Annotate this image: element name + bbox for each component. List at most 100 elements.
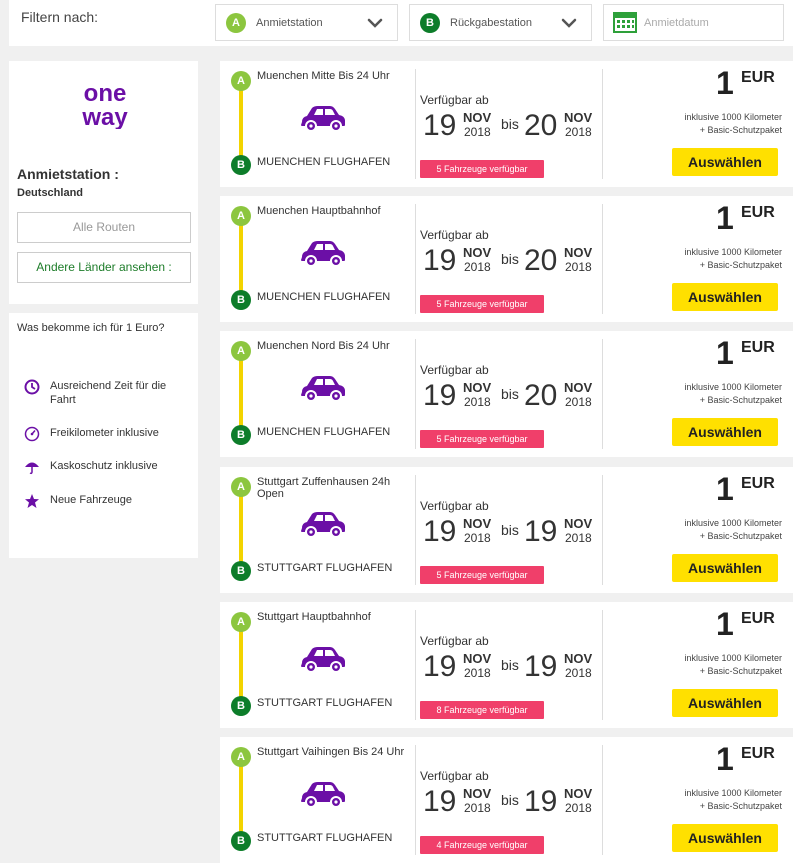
pickup-station-heading: Anmietstation : xyxy=(17,166,119,182)
end-day: 19 xyxy=(524,785,558,818)
feature-item: Kaskoschutz inklusive xyxy=(24,459,184,475)
route-line xyxy=(239,761,243,835)
offer-card: A B Muenchen Mitte Bis 24 Uhr MUENCHEN F… xyxy=(220,61,793,187)
feature-text: Kaskoschutz inklusive xyxy=(50,460,158,472)
start-year: 2018 xyxy=(464,125,491,139)
end-year: 2018 xyxy=(565,395,592,409)
pickup-marker: A xyxy=(231,747,251,767)
pickup-marker: A xyxy=(231,206,251,226)
inclusion-protection: + Basic-Schutzpaket xyxy=(699,801,782,811)
car-icon xyxy=(301,782,345,808)
return-marker: B xyxy=(231,561,251,581)
car-icon xyxy=(301,647,345,673)
end-day: 20 xyxy=(524,244,558,277)
price-currency: EUR xyxy=(741,610,775,627)
end-year: 2018 xyxy=(565,666,592,680)
select-offer-button[interactable]: Auswählen xyxy=(672,554,778,582)
route-line xyxy=(239,220,243,294)
all-routes-button[interactable]: Alle Routen xyxy=(17,212,191,243)
until-label: bis xyxy=(501,657,519,673)
pickup-station-select[interactable]: A Anmietstation xyxy=(215,4,398,41)
divider xyxy=(602,204,603,314)
start-day: 19 xyxy=(423,379,457,412)
price-amount: 1 xyxy=(716,65,734,101)
price-amount: 1 xyxy=(716,335,734,371)
pickup-station-name: Stuttgart Zuffenhausen 24h Open xyxy=(257,476,391,500)
end-year: 2018 xyxy=(565,801,592,815)
start-month: NOV xyxy=(463,651,492,666)
start-month: NOV xyxy=(463,516,492,531)
price-amount: 1 xyxy=(716,200,734,236)
end-year: 2018 xyxy=(565,260,592,274)
until-label: bis xyxy=(501,792,519,808)
select-offer-button[interactable]: Auswählen xyxy=(672,418,778,446)
end-month: NOV xyxy=(564,651,593,666)
offer-card: A B Muenchen Nord Bis 24 Uhr MUENCHEN FL… xyxy=(220,331,793,457)
price-inclusions: inklusive 1000 Kilometer + Basic-Schutzp… xyxy=(612,517,782,543)
inclusion-protection: + Basic-Schutzpaket xyxy=(699,395,782,405)
oneway-logo: one way xyxy=(81,80,128,129)
start-month: NOV xyxy=(463,110,492,125)
start-year: 2018 xyxy=(464,801,491,815)
inclusion-protection: + Basic-Schutzpaket xyxy=(699,260,782,270)
select-offer-button[interactable]: Auswählen xyxy=(672,689,778,717)
available-from-label: Verfügbar ab xyxy=(420,499,489,513)
end-month: NOV xyxy=(564,516,593,531)
end-year: 2018 xyxy=(565,125,592,139)
divider xyxy=(602,745,603,855)
vehicles-available-badge: 5 Fahrzeuge verfügbar xyxy=(420,160,544,178)
pickup-marker: A xyxy=(231,341,251,361)
car-icon xyxy=(301,376,345,402)
return-station-select[interactable]: B Rückgabestation xyxy=(409,4,592,41)
benefits-title: Was bekomme ich für 1 Euro? xyxy=(17,322,165,334)
start-month: NOV xyxy=(463,380,492,395)
price-currency: EUR xyxy=(741,69,775,86)
pickup-station-name: Muenchen Nord Bis 24 Uhr xyxy=(257,340,390,352)
return-station-name: STUTTGART FLUGHAFEN xyxy=(257,562,393,574)
price-amount: 1 xyxy=(716,606,734,642)
inclusion-km: inklusive 1000 Kilometer xyxy=(684,382,782,392)
inclusion-km: inklusive 1000 Kilometer xyxy=(684,518,782,528)
calendar-icon xyxy=(613,12,637,33)
feature-item: Neue Fahrzeuge xyxy=(24,493,184,508)
pickup-station-name: Muenchen Mitte Bis 24 Uhr xyxy=(257,70,390,82)
station-b-badge: B xyxy=(420,13,440,33)
select-offer-button[interactable]: Auswählen xyxy=(672,283,778,311)
umbrella-icon xyxy=(25,462,39,475)
return-marker: B xyxy=(231,290,251,310)
price-amount: 1 xyxy=(716,471,734,507)
end-month: NOV xyxy=(564,110,593,125)
divider xyxy=(415,745,416,855)
divider xyxy=(602,475,603,585)
rental-date-input[interactable]: Anmietdatum xyxy=(603,4,784,41)
end-day: 20 xyxy=(524,109,558,142)
other-countries-button[interactable]: Andere Länder ansehen : xyxy=(17,252,191,283)
select-offer-button[interactable]: Auswählen xyxy=(672,824,778,852)
price-currency: EUR xyxy=(741,745,775,762)
start-day: 19 xyxy=(423,515,457,548)
pickup-marker: A xyxy=(231,71,251,91)
price-inclusions: inklusive 1000 Kilometer + Basic-Schutzp… xyxy=(612,652,782,678)
price-amount: 1 xyxy=(716,741,734,777)
start-day: 19 xyxy=(423,650,457,683)
offer-card: A B Muenchen Hauptbahnhof MUENCHEN FLUGH… xyxy=(220,196,793,322)
price-currency: EUR xyxy=(741,204,775,221)
feature-item: Ausreichend Zeit für die Fahrt xyxy=(24,379,184,407)
vehicles-available-badge: 4 Fahrzeuge verfügbar xyxy=(420,836,544,854)
inclusion-km: inklusive 1000 Kilometer xyxy=(684,112,782,122)
return-station-name: STUTTGART FLUGHAFEN xyxy=(257,697,393,709)
end-month: NOV xyxy=(564,380,593,395)
until-label: bis xyxy=(501,251,519,267)
divider xyxy=(415,475,416,585)
feature-item: Freikilometer inklusive xyxy=(24,426,184,442)
return-station-name: MUENCHEN FLUGHAFEN xyxy=(257,426,391,438)
svg-text:one: one xyxy=(84,80,127,107)
select-offer-button[interactable]: Auswählen xyxy=(672,148,778,176)
rental-date-placeholder: Anmietdatum xyxy=(644,17,709,29)
until-label: bis xyxy=(501,116,519,132)
price-inclusions: inklusive 1000 Kilometer + Basic-Schutzp… xyxy=(612,246,782,272)
price-inclusions: inklusive 1000 Kilometer + Basic-Schutzp… xyxy=(612,787,782,813)
inclusion-km: inklusive 1000 Kilometer xyxy=(684,653,782,663)
inclusion-km: inklusive 1000 Kilometer xyxy=(684,788,782,798)
inclusion-protection: + Basic-Schutzpaket xyxy=(699,125,782,135)
